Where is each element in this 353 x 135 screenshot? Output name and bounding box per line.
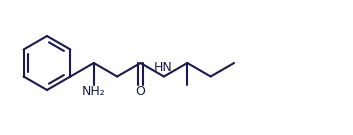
Text: O: O (136, 85, 145, 97)
Text: HN: HN (154, 61, 172, 74)
Text: NH₂: NH₂ (82, 85, 106, 97)
